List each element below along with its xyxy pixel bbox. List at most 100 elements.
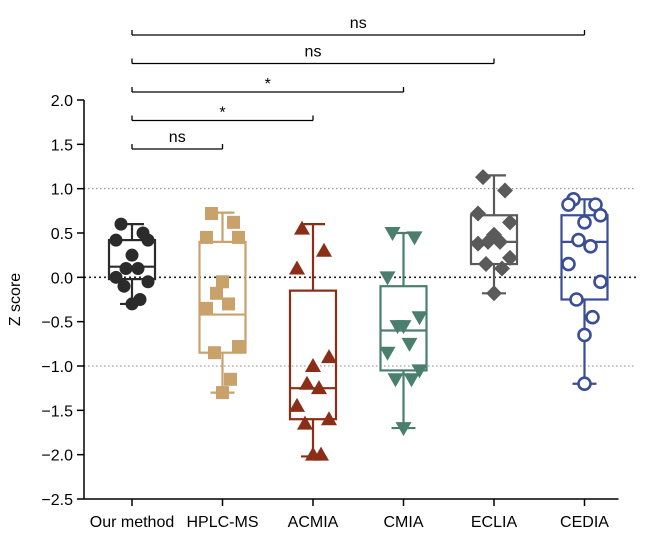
data-point <box>109 233 123 247</box>
box-group <box>198 206 247 400</box>
box <box>107 238 157 281</box>
data-point <box>502 249 518 266</box>
data-point <box>585 309 600 325</box>
data-point <box>200 301 213 315</box>
data-point <box>289 397 305 412</box>
data-point <box>379 271 396 286</box>
data-point <box>593 274 608 290</box>
data-point <box>387 373 404 388</box>
data-point <box>316 242 332 257</box>
box <box>198 240 247 354</box>
data-point <box>583 239 598 254</box>
box-group <box>288 220 338 461</box>
data-point <box>125 248 139 262</box>
significance-brackets: ns * * ns ns <box>131 15 586 150</box>
data-point <box>311 380 327 395</box>
y-tick-label: −0.5 <box>41 315 73 332</box>
box-group <box>107 217 157 311</box>
significance-bracket: ns <box>131 129 224 150</box>
data-point <box>117 279 131 293</box>
data-point <box>577 376 592 392</box>
data-point <box>109 270 123 284</box>
data-point <box>561 256 576 272</box>
significance-bracket: ns <box>131 44 495 65</box>
data-point <box>480 233 496 250</box>
data-point <box>497 182 513 199</box>
data-point <box>470 235 486 252</box>
data-point <box>492 233 508 250</box>
x-tick-label: CMIA <box>384 514 424 531</box>
y-tick-label: 1.0 <box>51 182 73 199</box>
data-point <box>321 411 337 426</box>
data-point <box>321 349 337 364</box>
box-groups <box>107 169 609 461</box>
x-tick-label: ECLIA <box>471 514 518 531</box>
data-point <box>200 230 213 244</box>
box-group <box>469 169 519 302</box>
data-point <box>577 327 592 343</box>
data-point <box>561 197 576 212</box>
box-group <box>560 192 609 392</box>
data-point <box>289 260 305 275</box>
data-point <box>305 358 321 372</box>
data-point <box>141 233 155 247</box>
significance-label: * <box>219 105 225 122</box>
data-point <box>227 215 240 229</box>
data-point <box>222 297 235 311</box>
significance-label: ns <box>350 15 367 32</box>
data-point <box>478 256 494 273</box>
data-point <box>232 230 245 244</box>
data-point <box>216 386 229 400</box>
box <box>379 285 428 372</box>
data-point <box>141 275 155 289</box>
data-point <box>208 346 221 360</box>
data-point <box>470 205 486 222</box>
y-axis-title: Z score <box>7 273 24 326</box>
y-tick-label: 0.0 <box>51 270 73 287</box>
data-point <box>494 260 510 277</box>
y-tick-label: 1.5 <box>51 137 73 154</box>
x-axis: Our method HPLC-MS ACMIA CMIA ECLIA CEDIA <box>84 498 619 531</box>
box-group <box>379 227 428 437</box>
data-point <box>125 297 139 311</box>
data-point <box>232 339 245 353</box>
y-tick-label: −2.5 <box>41 492 73 509</box>
data-point <box>406 231 423 246</box>
significance-label: ns <box>305 44 322 61</box>
data-point <box>502 214 518 231</box>
data-point <box>403 373 420 388</box>
data-point <box>294 220 310 235</box>
data-point <box>577 215 592 230</box>
data-point <box>389 320 406 335</box>
data-point <box>593 207 608 223</box>
data-point <box>571 232 586 248</box>
y-axis: 2.0 1.5 1.0 0.5 0.0 −0.5 −1.0 −1.5 −2.0 −2.5 Z sco… <box>7 93 85 509</box>
data-point <box>569 292 584 307</box>
data-point <box>475 169 491 186</box>
data-point <box>395 422 412 437</box>
data-point <box>119 261 133 275</box>
y-tick-label: −2.0 <box>41 448 73 465</box>
data-point <box>411 311 428 326</box>
data-point <box>305 446 321 461</box>
data-point <box>216 275 229 289</box>
significance-bracket: * <box>131 76 405 93</box>
significance-label: ns <box>169 129 186 146</box>
y-tick-label: −1.5 <box>41 403 73 420</box>
data-point <box>114 217 128 231</box>
data-point <box>224 372 237 386</box>
data-point <box>379 346 396 361</box>
significance-label: * <box>265 76 271 93</box>
data-point <box>299 375 315 390</box>
data-point <box>131 261 145 275</box>
data-point <box>486 285 502 302</box>
significance-bracket: ns <box>131 15 586 36</box>
x-tick-label: CEDIA <box>560 514 609 531</box>
x-tick-label: HPLC-MS <box>186 514 258 531</box>
data-point <box>401 337 418 352</box>
data-point <box>297 415 313 430</box>
box <box>288 289 338 421</box>
data-point <box>411 364 428 379</box>
reference-lines <box>84 188 636 367</box>
